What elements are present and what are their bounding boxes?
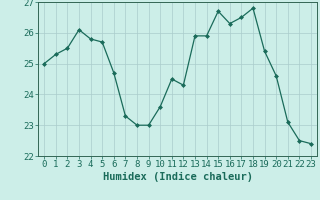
X-axis label: Humidex (Indice chaleur): Humidex (Indice chaleur) — [103, 172, 252, 182]
